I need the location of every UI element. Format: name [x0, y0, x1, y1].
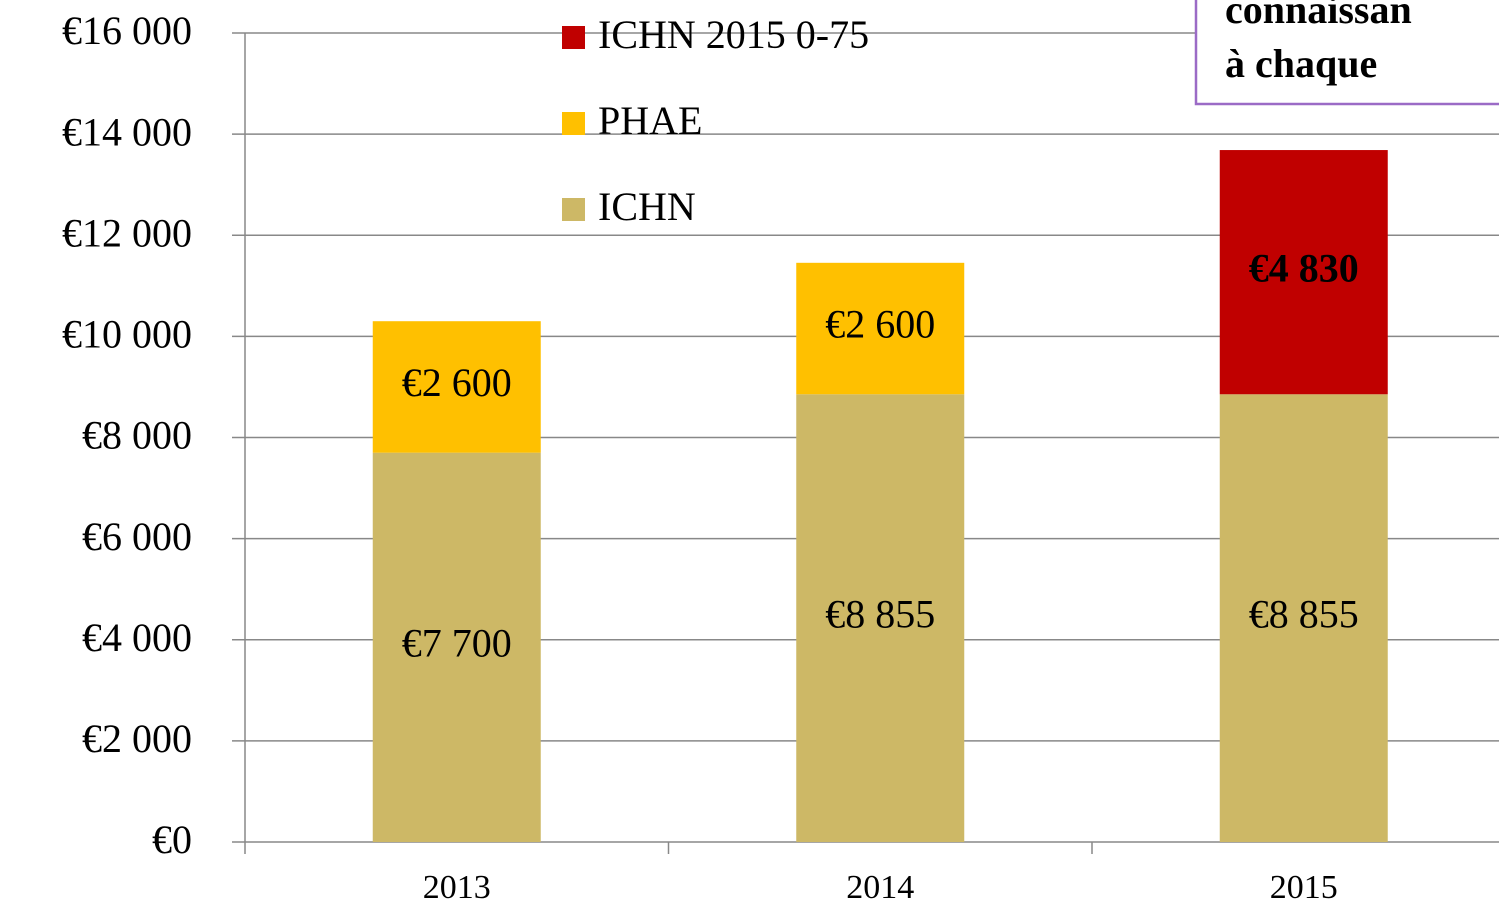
x-tick-label: 2013	[423, 869, 491, 906]
legend-label: ICHN 2015 0-75	[598, 12, 869, 57]
bar-segment	[1219, 394, 1388, 842]
legend-label: ICHN	[598, 184, 696, 229]
legend-swatch	[562, 198, 585, 221]
bar-segment	[372, 321, 541, 453]
y-tick-label: €12 000	[62, 210, 192, 255]
legend-swatch	[562, 112, 585, 135]
data-label: €8 855	[825, 591, 935, 636]
y-tick-label: €10 000	[62, 312, 192, 357]
annotation-box	[1194, 0, 1499, 106]
data-label: €2 600	[402, 360, 512, 405]
y-tick-label: €0	[152, 817, 192, 862]
bar-segment	[796, 394, 965, 842]
y-tick-label: €14 000	[62, 109, 192, 154]
x-tick-label: 2014	[846, 869, 914, 906]
y-tick-label: €2 000	[82, 716, 192, 761]
bar-segment	[796, 262, 965, 395]
data-label: €8 855	[1249, 591, 1359, 636]
legend-label: PHAE	[598, 98, 702, 143]
y-tick-label: €16 000	[62, 8, 192, 53]
annotation-text: connaissan	[1225, 0, 1412, 32]
y-tick-label: €6 000	[82, 514, 192, 559]
legend-swatch	[562, 26, 585, 49]
x-tick-label: 2015	[1270, 869, 1338, 906]
y-tick-label: €8 000	[82, 413, 192, 458]
data-label: €7 700	[402, 621, 512, 666]
y-tick-label: €4 000	[82, 615, 192, 660]
data-label: €2 600	[825, 302, 935, 347]
bar-segment	[372, 452, 541, 842]
data-label: €4 830	[1249, 245, 1359, 290]
annotation-text: à chaque	[1225, 41, 1377, 86]
bar-segment	[1219, 150, 1388, 395]
